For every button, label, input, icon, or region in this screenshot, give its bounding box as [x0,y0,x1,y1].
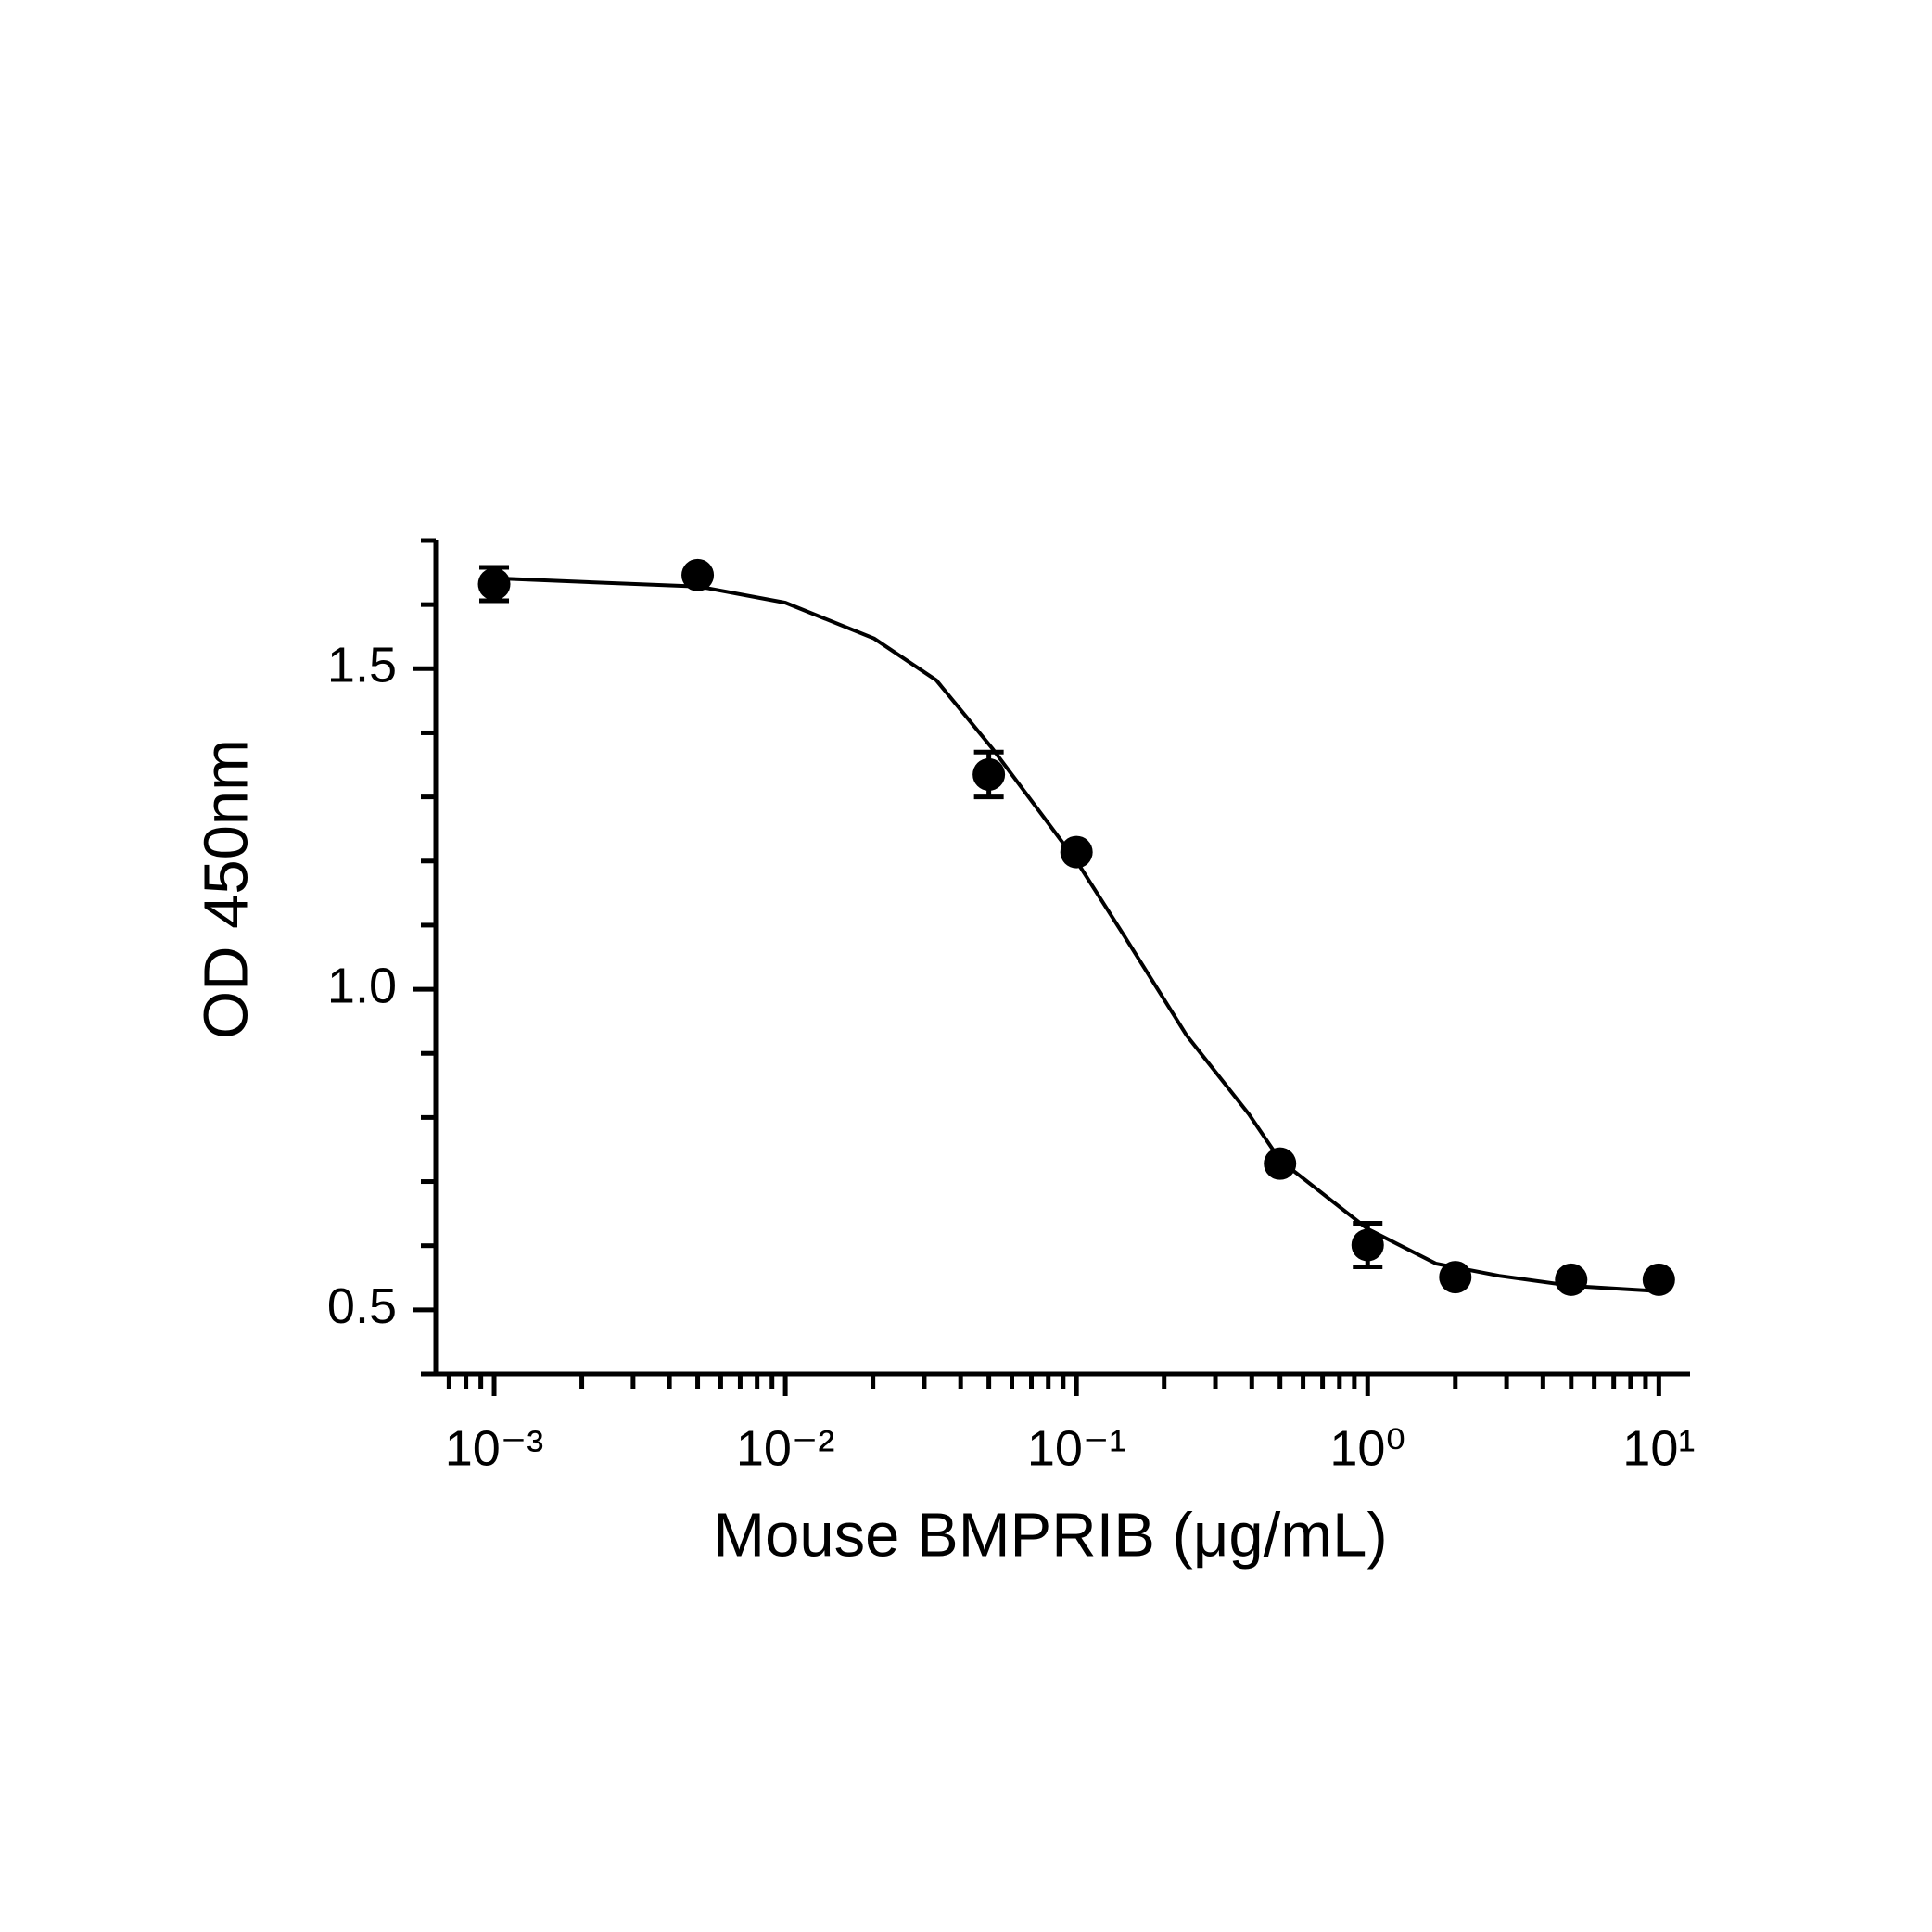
x-tick-label: 10⁻¹ [1027,1420,1126,1476]
y-tick-label: 1.0 [327,958,397,1013]
data-point [1264,1147,1297,1180]
x-tick-label: 10⁻³ [445,1420,544,1476]
data-point [1642,1263,1675,1296]
x-tick-label: 10⁻² [736,1420,835,1476]
data-point [1351,1228,1384,1262]
data-point [1555,1263,1588,1296]
x-axis-title: Mouse BMPRIB (μg/mL) [713,1501,1387,1570]
data-point [1060,835,1093,869]
data-point [972,757,1006,791]
y-axis-title: OD 450nm [192,739,261,1039]
data-point [1439,1261,1472,1294]
data-point [681,558,715,591]
data-point [477,567,511,601]
y-tick-label: 0.5 [327,1278,397,1334]
x-tick-label: 10¹ [1622,1420,1695,1476]
x-tick-label: 10⁰ [1329,1420,1405,1476]
y-tick-label: 1.5 [327,638,397,693]
